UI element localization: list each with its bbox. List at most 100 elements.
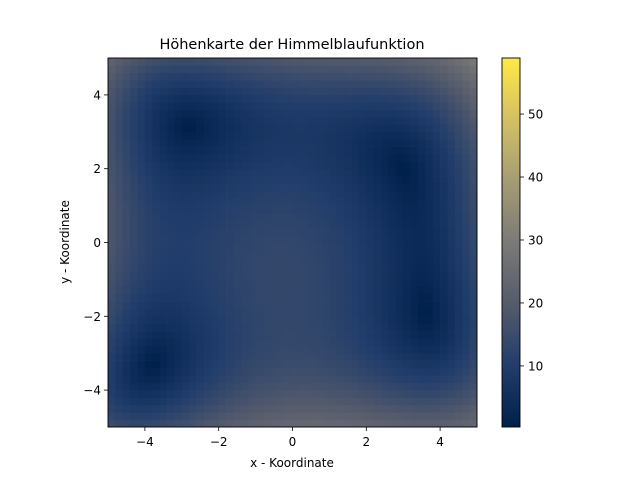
heatmap-cell [292, 80, 301, 88]
heatmap-cell [285, 242, 293, 251]
heatmap-cell [174, 272, 183, 280]
heatmap-cell [262, 146, 271, 155]
heatmap-cell [233, 249, 242, 258]
heatmap-cell [226, 323, 234, 332]
heatmap-cell [447, 139, 456, 147]
heatmap-cell [403, 124, 411, 133]
heatmap-cell [447, 220, 456, 229]
heatmap-cell [189, 198, 197, 206]
heatmap-cell [248, 286, 256, 295]
heatmap-cell [122, 161, 131, 170]
heatmap-cell [226, 249, 234, 258]
heatmap-cell [329, 102, 338, 111]
heatmap-cell [248, 353, 256, 361]
heatmap-cell [410, 131, 419, 140]
heatmap-cell [233, 323, 242, 332]
heatmap-cell [388, 279, 397, 288]
heatmap-cell [152, 419, 161, 428]
heatmap-cell [447, 102, 456, 111]
heatmap-cell [159, 360, 168, 369]
heatmap-cell [388, 72, 397, 81]
heatmap-cell [240, 316, 249, 325]
heatmap-cell [203, 360, 212, 369]
heatmap-cell [388, 367, 397, 376]
heatmap-cell [462, 375, 470, 384]
heatmap-cell [366, 308, 375, 317]
heatmap-cell [189, 257, 197, 265]
heatmap-cell [381, 153, 389, 162]
heatmap-cell [270, 353, 279, 361]
heatmap-cell [344, 286, 352, 295]
heatmap-cell [307, 146, 315, 155]
heatmap-cell [218, 168, 227, 177]
heatmap-cell [351, 279, 360, 288]
heatmap-cell [395, 419, 404, 428]
heatmap-cell [122, 331, 131, 339]
heatmap-cell [299, 242, 308, 251]
heatmap-cell [447, 65, 456, 74]
heatmap-cell [314, 419, 323, 428]
heatmap-cell [462, 338, 470, 347]
heatmap-cell [403, 397, 411, 406]
heatmap-cell [167, 279, 175, 288]
heatmap-cell [425, 397, 434, 406]
heatmap-cell [388, 360, 397, 369]
heatmap-cell [447, 301, 456, 310]
heatmap-cell [322, 220, 330, 229]
heatmap-cell [174, 294, 183, 302]
heatmap-cell [262, 109, 271, 118]
heatmap-cell [322, 360, 330, 369]
heatmap-cell [299, 294, 308, 302]
heatmap-cell [167, 220, 175, 229]
heatmap-cell [373, 205, 382, 214]
heatmap-cell [322, 235, 330, 243]
heatmap-cell [248, 249, 256, 258]
heatmap-cell [233, 279, 242, 288]
heatmap-cell [130, 242, 138, 251]
heatmap-cell [454, 161, 463, 170]
heatmap-cell [469, 168, 478, 177]
heatmap-cell [292, 272, 301, 280]
heatmap-cell [196, 235, 205, 243]
heatmap-cell [462, 331, 470, 339]
heatmap-cell [447, 264, 456, 273]
heatmap-cell [115, 249, 124, 258]
heatmap-cell [240, 102, 249, 111]
heatmap-cell [262, 235, 271, 243]
heatmap-cell [292, 124, 301, 133]
heatmap-cell [388, 286, 397, 295]
heatmap-cell [344, 131, 352, 140]
heatmap-cell [167, 264, 175, 273]
heatmap-cell [240, 183, 249, 192]
heatmap-cell [314, 212, 323, 221]
heatmap-cell [130, 168, 138, 177]
heatmap-cell [469, 257, 478, 265]
heatmap-cell [189, 190, 197, 199]
heatmap-cell [122, 72, 131, 81]
heatmap-cell [196, 242, 205, 251]
heatmap-cell [240, 117, 249, 125]
heatmap-cell [285, 72, 293, 81]
heatmap-cell [366, 153, 375, 162]
heatmap-cell [152, 227, 161, 236]
heatmap-cell [203, 65, 212, 74]
heatmap-cell [417, 168, 426, 177]
heatmap-cell [307, 58, 315, 66]
heatmap-cell [144, 102, 153, 111]
heatmap-cell [403, 249, 411, 258]
heatmap-cell [218, 227, 227, 236]
heatmap-cell [211, 257, 220, 265]
heatmap-cell [469, 242, 478, 251]
heatmap-cell [440, 146, 448, 155]
heatmap-cell [144, 124, 153, 133]
heatmap-cell [410, 117, 419, 125]
heatmap-cell [440, 345, 448, 354]
heatmap-cell [181, 249, 190, 258]
heatmap-cell [432, 94, 441, 103]
heatmap-cell [336, 161, 345, 170]
heatmap-cell [344, 279, 352, 288]
heatmap-cell [152, 375, 161, 384]
heatmap-cell [167, 301, 175, 310]
heatmap-cell [270, 390, 279, 398]
